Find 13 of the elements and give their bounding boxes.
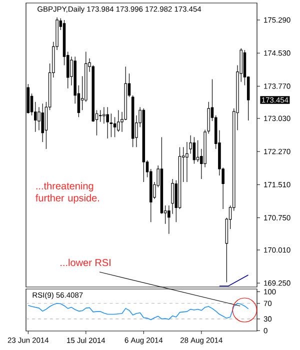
annotation: ...threatening further upside. [36, 182, 99, 204]
candlestick [171, 178, 174, 214]
candlestick [192, 136, 196, 164]
annotation: ...lower RSI [60, 258, 110, 266]
candlestick [106, 106, 109, 139]
candlestick [102, 106, 106, 124]
candlestick [117, 110, 120, 132]
candlestick [41, 103, 44, 142]
candlestick [110, 113, 113, 138]
candlestick [113, 116, 116, 138]
candlestick [38, 106, 40, 130]
candlestick [98, 110, 102, 122]
candlestick [186, 142, 188, 182]
